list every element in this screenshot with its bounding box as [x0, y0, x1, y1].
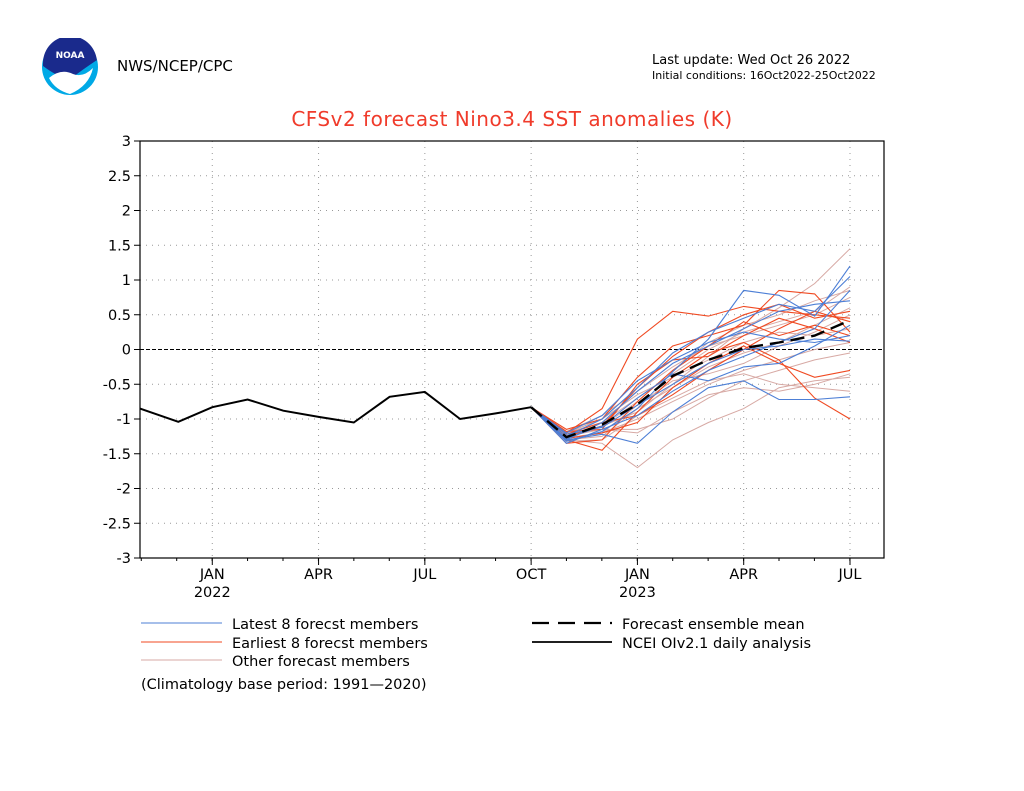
x-tick-label: APR — [729, 567, 758, 583]
earliest-member-line — [530, 341, 851, 451]
y-tick-label: 2 — [122, 204, 131, 220]
latest-member-line — [530, 290, 851, 444]
noaa-logo: NOAA — [42, 38, 98, 95]
x-tick-label: APR — [304, 567, 333, 583]
x-tick-label: JAN — [199, 567, 225, 583]
y-tick-label: -2 — [117, 482, 131, 498]
earliest-member-line — [530, 310, 851, 435]
y-tick-label: 1.5 — [108, 238, 131, 254]
analysis — [139, 390, 532, 424]
agency-label: NWS/NCEP/CPC — [117, 57, 233, 75]
y-tick-label: -3 — [117, 551, 131, 567]
x-tick-label: JUL — [838, 567, 862, 583]
noaa-logo-text: NOAA — [56, 51, 85, 61]
y-tick-label: 0.5 — [108, 308, 131, 324]
legend-mean: Forecast ensemble mean — [622, 617, 805, 633]
initial-conditions: Initial conditions: 16Oct2022-25Oct2022 — [652, 69, 876, 82]
y-tick-label: -2.5 — [103, 516, 131, 532]
analysis-line — [139, 390, 532, 424]
x-tick-label: OCT — [516, 567, 547, 583]
x-tick-year: 2023 — [619, 585, 656, 601]
legend-latest: Latest 8 forecst members — [232, 617, 418, 633]
y-tick-label: 3 — [122, 134, 131, 150]
other-member-line — [530, 289, 851, 437]
y-tick-label: -0.5 — [103, 377, 131, 393]
latest-member-line — [530, 380, 851, 444]
last-update: Last update: Wed Oct 26 2022 — [652, 53, 851, 68]
y-tick-label: -1 — [117, 412, 131, 428]
legend: Latest 8 forecst members Earliest 8 fore… — [141, 617, 811, 670]
climatology-note: (Climatology base period: 1991—2020) — [141, 677, 427, 693]
ensemble-mean-line — [530, 319, 851, 439]
x-tick-year: 2022 — [194, 585, 231, 601]
plot-frame — [139, 140, 885, 559]
x-tick-label: JAN — [624, 567, 650, 583]
latest-member-line — [530, 331, 851, 434]
earliest-member-line — [530, 317, 851, 433]
y-tick-label: 1 — [122, 273, 131, 289]
y-axis: 3 2.5 2 1.5 1 0.5 0 -0.5 -1 -1.5 -2 -2.5 -3 — [103, 134, 140, 567]
grid — [140, 141, 884, 558]
legend-analysis: NCEI OIv2.1 daily analysis — [622, 636, 811, 652]
earliest-member-line — [530, 305, 851, 434]
earliest-member-line — [530, 345, 851, 440]
legend-earliest: Earliest 8 forecst members — [232, 636, 428, 652]
latest-member-line — [530, 324, 851, 440]
chart-title: CFSv2 forecast Nino3.4 SST anomalies (K) — [291, 107, 733, 131]
x-tick-label: JUL — [412, 567, 436, 583]
y-tick-label: 2.5 — [108, 169, 131, 185]
y-tick-label: -1.5 — [103, 447, 131, 463]
ensemble-mean — [530, 319, 851, 439]
x-axis: JAN 2022 APR JUL OCT JAN 2023 APR JUL — [140, 558, 862, 601]
other-member-line — [530, 352, 851, 437]
other-member-line — [530, 373, 851, 442]
y-tick-label: 0 — [122, 343, 131, 359]
legend-other: Other forecast members — [232, 654, 410, 670]
